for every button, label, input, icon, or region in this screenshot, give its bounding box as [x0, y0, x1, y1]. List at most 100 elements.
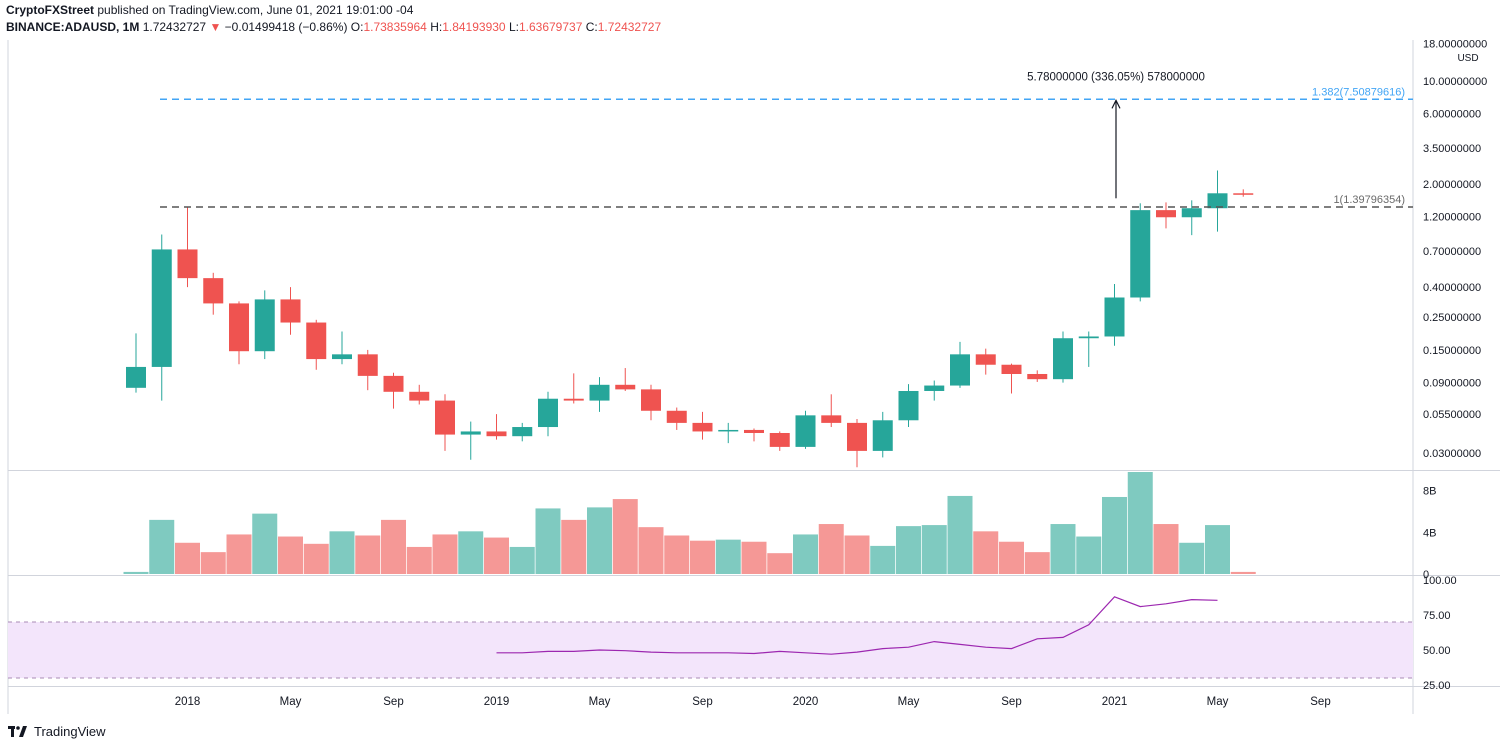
price-tick-label: 6.00000000 — [1423, 109, 1481, 121]
volume-bar[interactable] — [638, 527, 664, 574]
volume-bar[interactable] — [252, 513, 278, 574]
publisher-name[interactable]: CryptoFXStreet — [6, 3, 95, 17]
candle-body[interactable] — [718, 429, 739, 432]
candle-body[interactable] — [1233, 193, 1254, 195]
fib-lower-label: 1(1.39796354) — [1333, 194, 1405, 206]
candle-body[interactable] — [229, 303, 249, 352]
candle-body[interactable] — [1104, 297, 1125, 337]
rsi-band — [8, 622, 1413, 678]
candle-body[interactable] — [383, 375, 404, 392]
candle-body[interactable] — [357, 354, 378, 376]
volume-bar[interactable] — [1205, 525, 1230, 574]
volume-bar[interactable] — [973, 531, 999, 574]
volume-bar[interactable] — [870, 545, 896, 574]
candle-body[interactable] — [1027, 373, 1048, 380]
candle-body[interactable] — [126, 366, 146, 388]
volume-bar[interactable] — [175, 542, 200, 574]
candle-body[interactable] — [306, 322, 327, 360]
volume-bar[interactable] — [999, 541, 1024, 574]
volume-bar[interactable] — [200, 552, 226, 574]
candle-body[interactable] — [563, 398, 584, 401]
candle-body[interactable] — [409, 391, 430, 401]
volume-bar[interactable] — [1024, 552, 1050, 574]
volume-bar[interactable] — [303, 543, 329, 574]
footer-brand[interactable]: TradingView — [34, 724, 106, 739]
volume-bar[interactable] — [123, 571, 149, 574]
time-tick-label: Sep — [1001, 696, 1021, 708]
candle-body[interactable] — [821, 415, 842, 423]
symbol-label[interactable]: BINANCE:ADAUSD, 1M — [6, 20, 140, 34]
candle-body[interactable] — [641, 389, 661, 411]
volume-bar[interactable] — [818, 524, 844, 574]
volume-bar[interactable] — [793, 534, 818, 574]
candle-body[interactable] — [435, 400, 455, 435]
candle-body[interactable] — [1207, 193, 1228, 209]
candle-body[interactable] — [744, 429, 764, 433]
volume-bar[interactable] — [1179, 542, 1205, 574]
volume-bar[interactable] — [406, 546, 432, 574]
candle-body[interactable] — [589, 384, 610, 401]
volume-bar[interactable] — [612, 499, 638, 574]
volume-bar[interactable] — [484, 537, 509, 574]
candle-body[interactable] — [898, 390, 919, 421]
volume-bar[interactable] — [921, 525, 947, 574]
candle-body[interactable] — [1078, 336, 1099, 339]
volume-bar[interactable] — [432, 534, 458, 574]
candle-body[interactable] — [280, 299, 301, 323]
candle-body[interactable] — [332, 354, 352, 360]
volume-bar[interactable] — [664, 535, 690, 574]
volume-bar[interactable] — [587, 507, 612, 574]
volume-bar[interactable] — [561, 519, 587, 574]
volume-bar[interactable] — [458, 531, 484, 574]
candle-body[interactable] — [950, 354, 970, 386]
volume-bar[interactable] — [1153, 524, 1179, 574]
time-axis[interactable]: 2018 May Sep 2019 May Sep 2020 May Sep 2021 May Sep — [175, 696, 1331, 708]
measure-tool[interactable]: 5.78000000 (336.05%) 578000000 — [1027, 71, 1205, 199]
candle-body[interactable] — [512, 427, 533, 437]
candle-body[interactable] — [1130, 210, 1151, 298]
candle-body[interactable] — [769, 432, 790, 447]
volume-bar[interactable] — [767, 553, 793, 574]
candle-body[interactable] — [666, 410, 687, 423]
volume-bar[interactable] — [896, 526, 921, 574]
volume-bar[interactable] — [741, 541, 767, 574]
candle-body[interactable] — [975, 354, 996, 365]
candle-body[interactable] — [1181, 208, 1202, 218]
volume-bar[interactable] — [1076, 536, 1102, 574]
volume-bar[interactable] — [226, 534, 252, 574]
candle-body[interactable] — [486, 431, 507, 437]
candle-body[interactable] — [1053, 338, 1073, 380]
candle-body[interactable] — [615, 384, 636, 390]
volume-bar[interactable] — [690, 540, 715, 574]
volume-bar[interactable] — [715, 539, 741, 574]
volume-bar[interactable] — [329, 531, 355, 574]
volume-bar[interactable] — [535, 508, 561, 574]
candle-body[interactable] — [872, 420, 893, 451]
close-label: C: — [585, 20, 598, 34]
volume-bar[interactable] — [278, 536, 303, 574]
candle-body[interactable] — [538, 398, 558, 428]
volume-bar[interactable] — [149, 519, 175, 574]
candle-body[interactable] — [203, 278, 224, 304]
candle-body[interactable] — [1001, 364, 1022, 374]
volume-bar[interactable] — [509, 546, 535, 574]
candle-body[interactable] — [692, 422, 713, 432]
volume-bar[interactable] — [947, 495, 973, 574]
volume-bar[interactable] — [844, 535, 870, 574]
volume-bar[interactable] — [381, 519, 406, 574]
volume-bar[interactable] — [1230, 571, 1256, 574]
volume-bar[interactable] — [1102, 496, 1127, 574]
volume-bar[interactable] — [1050, 524, 1076, 574]
price-axis[interactable]: 18.00000000 10.00000000 6.00000000 3.500000… — [1423, 38, 1487, 460]
volume-bar[interactable] — [355, 535, 381, 574]
candle-body[interactable] — [254, 299, 275, 352]
candle-body[interactable] — [177, 249, 198, 279]
candle-body[interactable] — [151, 249, 172, 367]
volume-bar[interactable] — [1127, 472, 1153, 574]
candle-body[interactable] — [847, 422, 867, 451]
candle-body[interactable] — [1156, 210, 1176, 218]
candle-body[interactable] — [460, 431, 481, 435]
candle-body[interactable] — [795, 415, 816, 447]
candle-body[interactable] — [924, 385, 945, 391]
